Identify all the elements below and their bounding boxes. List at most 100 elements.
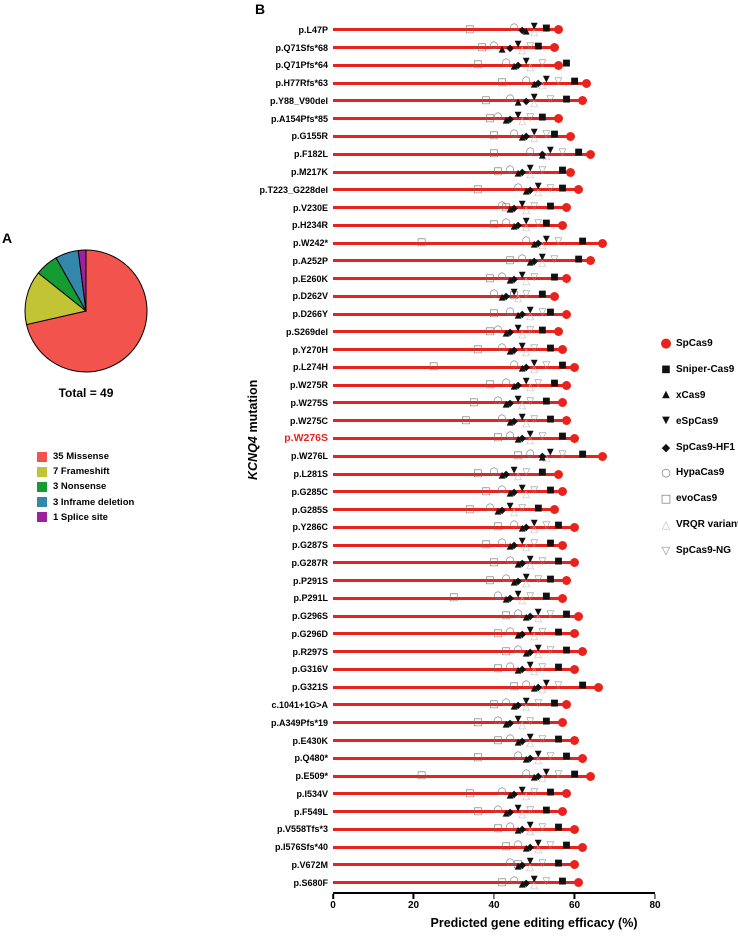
lollipop-line [333,490,563,494]
y-axis-title: KCNQ4 mutation [246,350,260,510]
mutation-label: p.R297S [292,646,328,657]
marker-hypacas9: ○ [497,341,507,353]
marker-hypacas9: ○ [509,359,519,371]
marker-spcas9 [586,149,596,159]
legend-marker-xcas9: ▲ [662,389,670,401]
mutation-label: p.S269del [285,326,328,337]
marker-espcas9: ▼ [530,518,538,529]
marker-spcas9-ng: ▽ [538,822,547,834]
marker-espcas9: ▼ [522,56,530,67]
marker-spcas9-ng: ▽ [542,875,551,887]
marker-spcas9-ng: ▽ [554,76,563,88]
marker-spcas9-hf1: ◆ [518,557,527,569]
marker-hypacas9: ○ [497,483,507,495]
mutation-label: p.V230E [292,202,328,213]
marker-vrqr-variant: △ [538,80,547,92]
marker-xcas9: ▲ [514,861,522,872]
marker-vrqr-variant: △ [518,115,527,127]
lollipop-line [333,650,583,654]
lollipop-line [333,46,555,50]
tick-mark [332,894,334,899]
lollipop-line [333,721,563,725]
marker-evocas9: □ [493,823,503,835]
lollipop-line [333,561,575,565]
marker-espcas9: ▼ [534,749,542,760]
series-legend-item: △ VRQR variant [659,512,738,538]
marker-sniper-cas9: ■ [546,485,555,496]
mutation-row: p.T223_G228del ■ ▲ ▼ ◆ ○ □ △ ▽ [259,181,655,199]
marker-espcas9: ▼ [534,607,542,618]
mutation-row: p.A154Pfs*85 ■ ▲ ▼ ◆ ○ □ △ ▽ [271,110,655,128]
marker-xcas9: ▲ [502,399,510,410]
mutation-row: p.I576Sfs*40 ■ ▲ ▼ ◆ ○ □ △ ▽ [275,838,655,856]
mutation-row: p.Y286C ■ ▲ ▼ ◆ ○ □ △ ▽ [292,518,655,536]
marker-spcas9 [561,380,571,390]
marker-evocas9: □ [449,592,459,604]
legend-marker-hypacas9: ○ [661,466,671,480]
mutation-label: c.1041+1G>A [271,699,328,710]
marker-xcas9: ▲ [502,115,510,126]
marker-sniper-cas9: ■ [534,503,543,514]
marker-xcas9: ▲ [502,808,510,819]
lollipop-line [333,685,599,689]
marker-evocas9: □ [428,361,439,373]
marker-hypacas9: ○ [505,856,515,868]
marker-espcas9: ▼ [522,572,530,583]
marker-evocas9: □ [513,858,523,870]
tick-mark [493,894,495,899]
marker-xcas9: ▲ [498,44,506,55]
lollipop-line [333,579,567,583]
lollipop-line [333,294,555,298]
marker-vrqr-variant: △ [538,773,547,785]
marker-xcas9: ▲ [510,381,518,392]
marker-spcas9-hf1: ◆ [538,149,547,161]
marker-spcas9 [557,487,567,497]
marker-evocas9: □ [493,663,503,675]
marker-spcas9-ng: ▽ [538,307,547,319]
marker-xcas9: ▲ [514,559,522,570]
legend-label: 35 Missense [53,451,109,463]
marker-spcas9 [570,824,579,834]
marker-spcas9 [561,309,571,319]
marker-hypacas9: ○ [525,146,535,158]
mutation-row: p.V672M ■ ▲ ▼ ◆ ○ □ △ ▽ [291,856,655,874]
marker-hypacas9: ○ [521,768,531,780]
x-tick: 60 [569,894,580,911]
mutation-row: p.W275C ■ ▲ ▼ ◆ ○ □ △ ▽ [290,412,655,430]
marker-evocas9: □ [481,94,491,106]
marker-spcas9-ng: ▽ [526,40,535,52]
marker-spcas9-hf1: ◆ [506,593,514,605]
marker-spcas9-ng: ▽ [522,467,531,479]
marker-evocas9: □ [473,468,483,480]
mutation-row: p.G296S ■ ▲ ▼ ◆ ○ □ △ ▽ [292,607,655,625]
marker-hypacas9: ○ [497,412,507,424]
mutation-row: p.G287R ■ ▲ ▼ ◆ ○ □ △ ▽ [291,554,655,572]
panel-b-label: B [255,1,266,17]
marker-spcas9 [549,505,559,515]
marker-sniper-cas9: ■ [546,343,555,354]
marker-sniper-cas9: ■ [550,378,559,389]
marker-xcas9: ▲ [514,825,522,836]
marker-evocas9: □ [501,610,511,622]
marker-spcas9-ng: ▽ [530,786,539,798]
marker-evocas9: □ [473,752,483,764]
marker-hypacas9: ○ [505,821,515,833]
marker-espcas9: ▼ [530,127,538,138]
mutation-label: p.G285S [291,504,328,515]
marker-sniper-cas9: ■ [534,41,543,52]
marker-sniper-cas9: ■ [546,787,555,798]
pie-slice-1-splice-site [77,249,87,312]
marker-sniper-cas9: ■ [558,360,567,371]
marker-spcas9-ng: ▽ [538,626,547,638]
y-axis-title-rest: mutation [246,380,260,437]
marker-sniper-cas9: ■ [578,449,587,460]
marker-vrqr-variant: △ [538,240,547,252]
marker-espcas9: ▼ [514,323,522,334]
legend-label: HypaCas9 [676,467,725,479]
marker-espcas9: ▼ [518,270,526,281]
legend-marker-vrqr-variant: △ [661,517,671,531]
marker-spcas9-ng: ▽ [538,733,547,745]
marker-spcas9 [557,220,567,230]
marker-evocas9: □ [416,237,427,249]
mutation-label: p.V672M [291,859,328,870]
